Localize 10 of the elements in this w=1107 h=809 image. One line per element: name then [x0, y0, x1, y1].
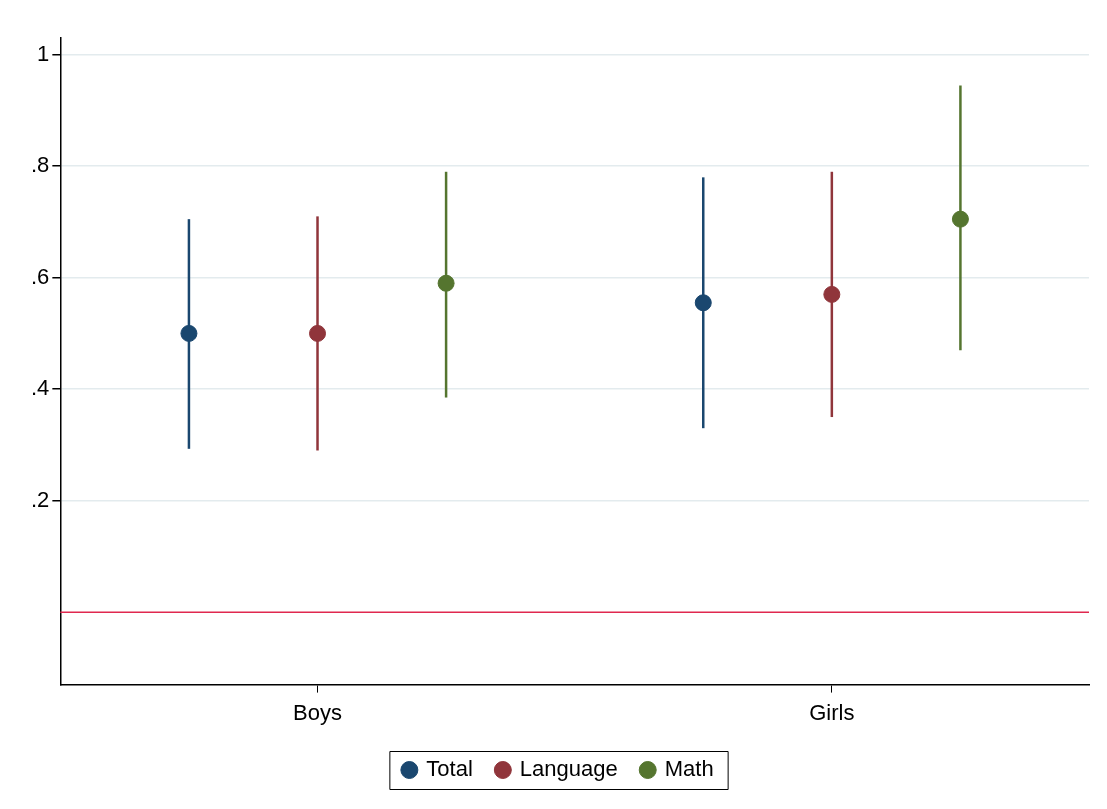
legend-label: Total: [426, 756, 473, 782]
y-tick-label: .6: [30, 263, 50, 289]
y-tick-label: .8: [30, 152, 50, 178]
legend-label: Math: [664, 756, 714, 782]
y-tick-label: .2: [30, 486, 50, 512]
x-tick-label: Boys: [293, 699, 342, 725]
legend-label: Language: [519, 756, 618, 782]
x-tick-label: Girls: [809, 699, 855, 725]
y-tick-label: 1: [37, 40, 50, 66]
y-tick-label: .4: [30, 375, 50, 401]
